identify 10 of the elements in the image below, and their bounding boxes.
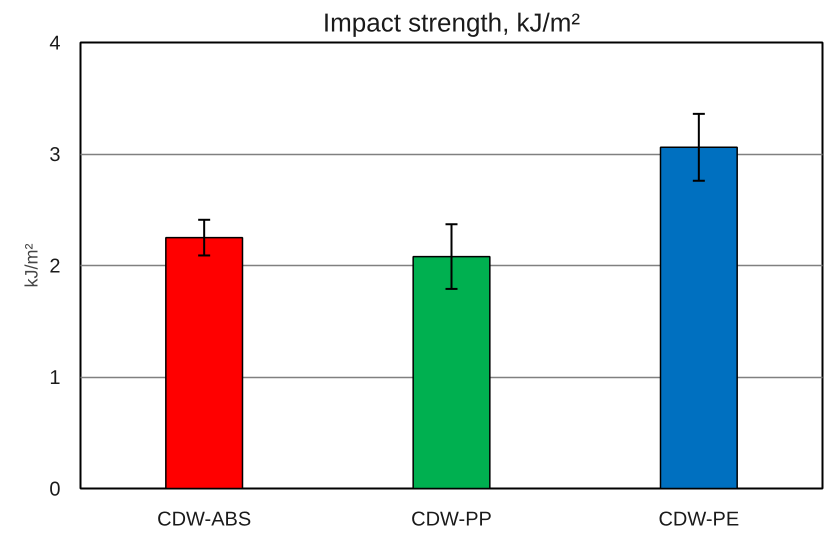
y-tick-label: 1 [49, 367, 60, 389]
y-tick-label: 2 [49, 256, 60, 278]
x-tick-label: CDW-ABS [157, 508, 252, 530]
y-tick-label: 0 [49, 478, 60, 500]
y-tick-label: 4 [49, 32, 60, 54]
y-tick-label: 3 [49, 144, 60, 166]
chart-title: Impact strength, kJ/m² [322, 8, 580, 38]
y-axis-title: kJ/m² [21, 243, 42, 288]
x-tick-label: CDW-PE [658, 508, 740, 530]
x-tick-label: CDW-PP [411, 508, 492, 530]
